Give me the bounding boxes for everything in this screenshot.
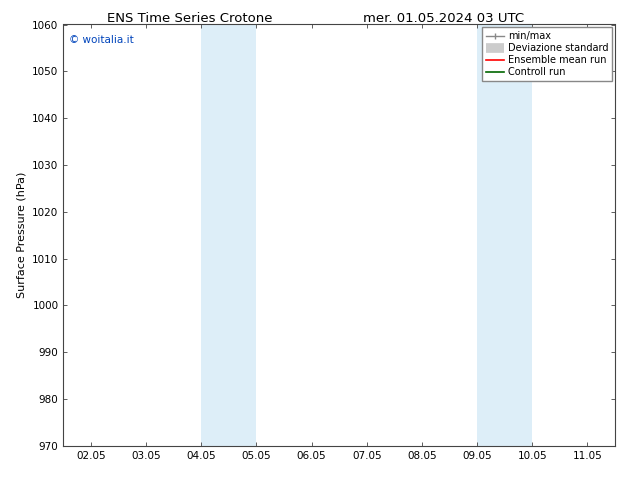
Text: ENS Time Series Crotone: ENS Time Series Crotone [107, 12, 273, 25]
Bar [202, 24, 256, 446]
Bar [477, 24, 533, 446]
Text: © woitalia.it: © woitalia.it [69, 35, 134, 45]
Text: mer. 01.05.2024 03 UTC: mer. 01.05.2024 03 UTC [363, 12, 524, 25]
Y-axis label: Surface Pressure (hPa): Surface Pressure (hPa) [16, 172, 27, 298]
Legend: min/max, Deviazione standard, Ensemble mean run, Controll run: min/max, Deviazione standard, Ensemble m… [482, 27, 612, 81]
